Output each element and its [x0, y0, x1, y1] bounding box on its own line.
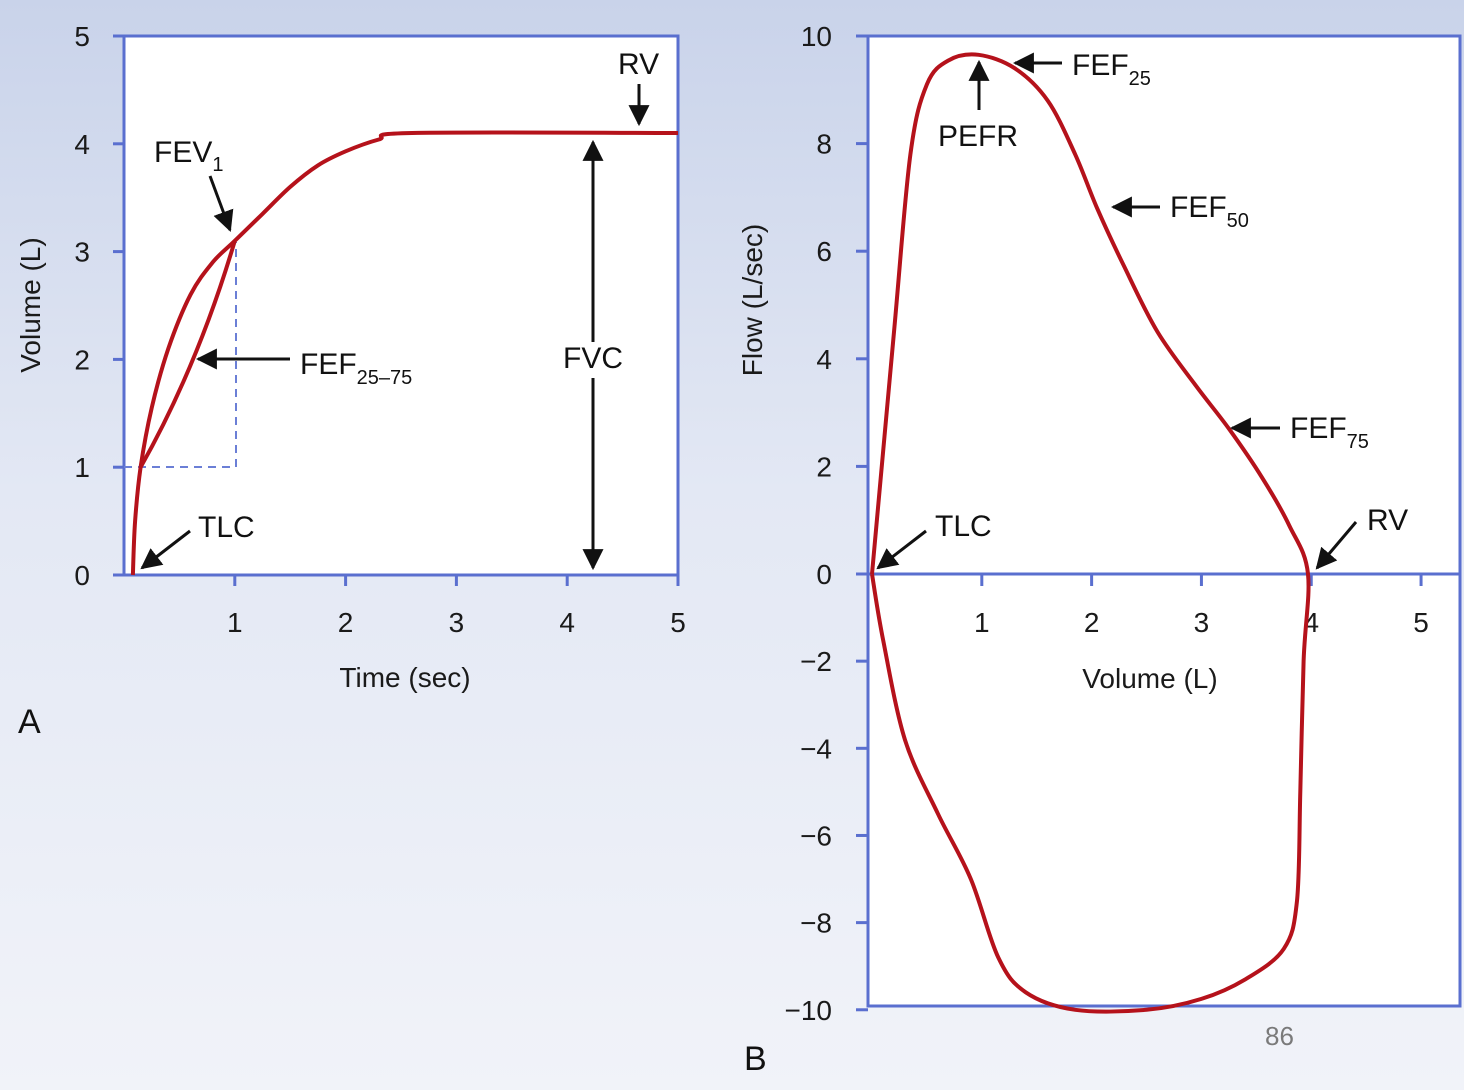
b-pefr-label: PEFR — [938, 120, 1018, 153]
a-fev1-arrow — [208, 175, 234, 232]
b-fef25-sub: 25 — [1129, 68, 1151, 90]
b-y-tick-label: 8 — [816, 129, 832, 160]
b-fef50-sub: 50 — [1227, 210, 1249, 232]
b-y-tick-label: 2 — [816, 451, 832, 482]
b-y-tick-label: −6 — [800, 820, 832, 851]
volume-time-curve — [130, 130, 679, 576]
b-fef75-text: FEF — [1290, 412, 1347, 445]
b-y-tick-label: 4 — [816, 344, 832, 375]
b-y-tick-label: 0 — [816, 559, 832, 590]
panel-a-plot-area — [122, 34, 680, 577]
panel-label-b: B — [744, 1040, 767, 1078]
a-fev1-text: FEV — [154, 136, 212, 169]
b-x-tick-label: 2 — [1084, 607, 1100, 638]
panel-a-ticks: 1 2 3 4 5 0 1 2 3 4 5 — [74, 21, 685, 638]
b-x-tick-label: 5 — [1413, 607, 1429, 638]
a-x-tick-label: 3 — [449, 607, 465, 638]
panel-label-a: A — [18, 703, 41, 741]
b-y-tick-label: −4 — [800, 733, 832, 764]
a-y-tick-label: 2 — [74, 344, 90, 375]
b-x-tick-label: 1 — [974, 607, 990, 638]
b-y-tick-label: −8 — [800, 908, 832, 939]
b-rv-arrow — [1315, 521, 1358, 570]
a-y-tick-label: 0 — [74, 560, 90, 591]
a-fef-sub: 25–75 — [357, 367, 413, 389]
a-fef-label: FEF25–75 — [300, 348, 412, 389]
b-x-tick-label: 3 — [1194, 607, 1210, 638]
a-y-tick-label: 4 — [74, 129, 90, 160]
a-x-tick-label: 4 — [559, 607, 575, 638]
a-y-tick-label: 3 — [74, 237, 90, 268]
b-y-tick-label: 6 — [816, 236, 832, 267]
a-x-tick-label: 5 — [670, 607, 686, 638]
a-x-axis-label: Time (sec) — [339, 662, 470, 693]
page-number: 86 — [1265, 1021, 1294, 1051]
b-y-tick-label: −2 — [800, 646, 832, 677]
a-fev1-sub: 1 — [212, 154, 223, 176]
a-x-tick-label: 1 — [227, 607, 243, 638]
a-tlc-label: TLC — [198, 511, 255, 544]
a-x-tick-label: 2 — [338, 607, 354, 638]
b-rv-label: RV — [1367, 504, 1408, 537]
fef-25-75-chord — [138, 240, 237, 469]
a-y-tick-label: 5 — [74, 21, 90, 52]
panel-b-plot-area — [866, 34, 1462, 1008]
b-fef50-label: FEF50 — [1170, 191, 1249, 232]
a-fvc-label: FVC — [563, 342, 623, 375]
b-y-axis-label: Flow (L/sec) — [737, 224, 768, 376]
b-tlc-label: TLC — [935, 510, 992, 543]
b-fef75-sub: 75 — [1347, 431, 1369, 453]
a-fev1-label: FEV1 — [154, 136, 223, 176]
a-rv-label: RV — [618, 48, 659, 81]
b-y-tick-label: 10 — [801, 21, 832, 52]
b-fef75-label: FEF75 — [1290, 412, 1369, 453]
b-fef50-text: FEF — [1170, 191, 1227, 224]
b-fef25-label: FEF25 — [1072, 49, 1151, 90]
a-y-tick-label: 1 — [74, 452, 90, 483]
flow-volume-loop — [870, 52, 1311, 1014]
b-x-axis-label: Volume (L) — [1082, 663, 1217, 694]
a-tlc-arrow — [140, 529, 191, 570]
a-y-axis-label: Volume (L) — [15, 237, 46, 372]
b-fef25-text: FEF — [1072, 49, 1129, 82]
b-y-tick-label: −10 — [785, 995, 833, 1026]
b-tlc-arrow — [876, 529, 927, 570]
a-fef-text: FEF — [300, 348, 357, 381]
